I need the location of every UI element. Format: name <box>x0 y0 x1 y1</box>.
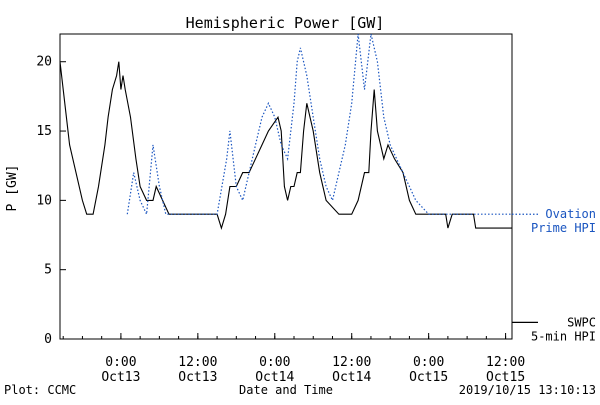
x-tick-date-label: Oct13 <box>101 370 140 385</box>
legend-label: SWPC <box>567 315 596 329</box>
swpc-series-line <box>59 61 512 230</box>
x-axis-label: Date and Time <box>239 383 333 397</box>
y-tick-label: 15 <box>36 124 52 139</box>
x-tick-time-label: 0:00 <box>413 355 444 370</box>
series-layer <box>59 33 512 230</box>
y-tick-label: 0 <box>44 332 52 347</box>
x-tick-date-label: Oct15 <box>486 370 525 385</box>
y-tick-label: 10 <box>36 193 52 208</box>
y-tick-label: 5 <box>44 263 52 278</box>
y-axis-ticks: 0 5 10 15 20 <box>36 55 66 347</box>
plot-credit: Plot: CCMC <box>4 383 76 397</box>
y-tick-label: 20 <box>36 55 52 70</box>
x-tick-time-label: 12:00 <box>178 355 217 370</box>
x-tick-date-label: Oct15 <box>409 370 448 385</box>
x-tick-date-label: Oct14 <box>332 370 371 385</box>
plot-timestamp: 2019/10/15 13:10:13 <box>459 383 596 397</box>
plot-frame <box>59 33 513 340</box>
legend-label: Ovation <box>545 207 596 221</box>
x-tick-time-label: 12:00 <box>486 355 525 370</box>
x-tick-date-label: Oct13 <box>178 370 217 385</box>
legend-label: Prime HPI <box>531 221 596 235</box>
x-axis-ticks: 0:00Oct1312:00Oct130:00Oct1412:00Oct140:… <box>62 333 525 385</box>
ovation-prime-series-line <box>126 33 512 217</box>
chart-title: Hemispheric Power [GW] <box>186 14 385 32</box>
x-tick-time-label: 12:00 <box>332 355 371 370</box>
x-tick-date-label: Oct14 <box>255 370 294 385</box>
x-tick-time-label: 0:00 <box>259 355 290 370</box>
x-tick-time-label: 0:00 <box>105 355 136 370</box>
legend-label: 5-min HPI <box>531 329 596 343</box>
y-axis-label: P [GW] <box>5 165 20 212</box>
